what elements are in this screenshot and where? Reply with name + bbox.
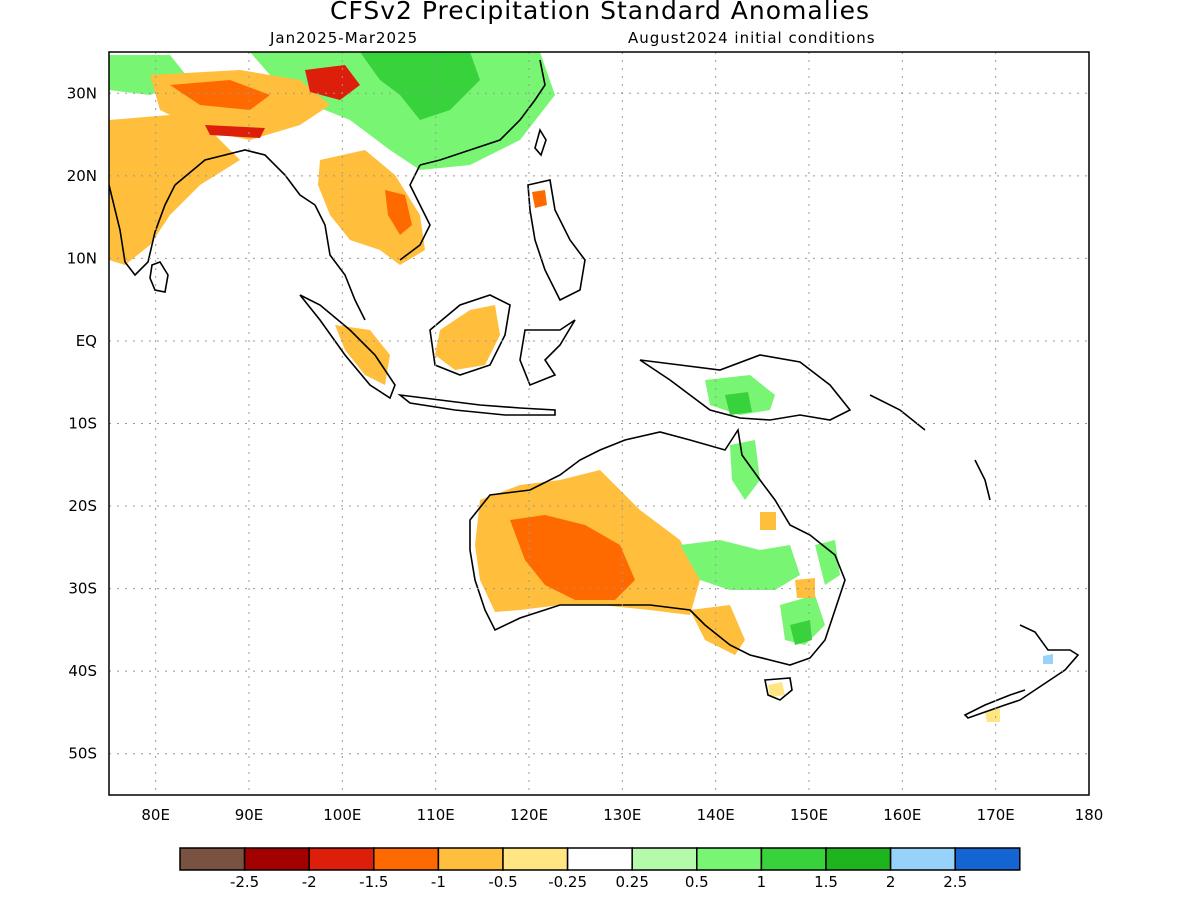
color-bar-swatch [243, 847, 310, 871]
lat-label: 30S [68, 580, 97, 598]
india-coast [109, 184, 176, 277]
color-bar-label: -2.5 [230, 873, 259, 891]
indochina-coast [314, 164, 431, 321]
color-bar-swatch [437, 847, 504, 871]
coastlines [109, 59, 1080, 719]
latitude-labels: 30N 20N 10N EQ 10S 20S 30S 40S 50S [67, 84, 97, 762]
lat-label: 40S [68, 662, 97, 680]
color-bar-swatch [373, 847, 440, 871]
lon-label: 110E [417, 806, 455, 824]
borneo-negative-anomaly [435, 305, 500, 370]
lat-label: 20S [68, 497, 97, 515]
lon-label: 140E [697, 806, 735, 824]
longitude-labels: 80E 90E 100E 110E 120E 130E 140E 150E 160E 170E 18… [141, 806, 1103, 824]
tasmania-negative-anomaly [768, 682, 785, 697]
color-bar-swatch [825, 847, 892, 871]
australia-coast [469, 427, 846, 666]
color-bar-label: 2.5 [943, 873, 967, 891]
qld-negative-spot [760, 512, 776, 530]
nz-positive-anomaly [1043, 654, 1053, 664]
lat-label: 10S [68, 415, 97, 433]
color-bar-swatch [566, 847, 633, 871]
tibet-strong-negative-anomaly [305, 65, 360, 100]
lon-label: 150E [790, 806, 828, 824]
sri-lanka-coast [149, 261, 169, 293]
australia-east-positive-anomaly [680, 540, 800, 590]
color-bar-labels: -2.5 -2 -1.5 -1 -0.5 -0.25 0.25 0.5 1 1.5 2 2.5 [230, 873, 967, 891]
color-bar-swatch [179, 847, 246, 871]
lon-label: 120E [510, 806, 548, 824]
east-coast-positive-anomaly [815, 540, 840, 585]
vietnam-strong-negative-anomaly [385, 190, 412, 235]
philippines-negative-anomaly [532, 190, 547, 208]
nz-north-coast [1019, 624, 1080, 701]
sulawesi-coast [519, 319, 576, 387]
china-coast [419, 59, 546, 166]
initial-conditions: August2024 initial conditions [628, 29, 876, 47]
color-bar-label: 0.25 [615, 873, 648, 891]
forecast-period: Jan2025-Mar2025 [270, 29, 419, 47]
color-bar-swatch [631, 847, 698, 871]
australia-southeast-negative-anomaly [690, 605, 745, 655]
lon-label: 130E [603, 806, 641, 824]
color-bar [179, 847, 1021, 871]
lat-label: 50S [68, 745, 97, 763]
color-bar-swatch [889, 847, 956, 871]
lat-label: 30N [67, 84, 97, 102]
lat-label: 20N [67, 167, 97, 185]
new-guinea-strong-positive-anomaly [725, 392, 752, 415]
tasmania-coast [764, 677, 793, 701]
lon-label: 80E [141, 806, 170, 824]
sumatra-negative-anomaly [335, 325, 390, 385]
solomon-coast [869, 394, 926, 431]
color-bar-swatch [760, 847, 827, 871]
lon-label: 90E [235, 806, 264, 824]
nz-south-coast [963, 689, 1026, 719]
lon-label: 170E [977, 806, 1015, 824]
india-negative-anomaly [109, 115, 240, 265]
color-bar-swatch [696, 847, 763, 871]
color-bar-label: 1.5 [814, 873, 838, 891]
color-bar-swatch [502, 847, 569, 871]
himalaya-red-band [205, 125, 265, 138]
nsw-positive-anomaly [780, 595, 825, 645]
color-bar-swatch [954, 847, 1021, 871]
nsw-strong-positive-anomaly [790, 620, 812, 645]
lon-label: 160E [883, 806, 921, 824]
java-coast [397, 393, 556, 416]
lat-label: EQ [76, 332, 97, 350]
color-bar-label: -1 [431, 873, 446, 891]
queensland-positive-anomaly [730, 440, 760, 500]
color-bar-label: -1.5 [359, 873, 388, 891]
color-bar-label: 0.5 [685, 873, 709, 891]
map-title: CFSv2 Precipitation Standard Anomalies [329, 0, 870, 25]
taiwan-coast [534, 127, 547, 157]
east-negative-spot [795, 578, 815, 598]
lat-label: 10N [67, 249, 97, 267]
australia-strong-negative-anomaly [510, 515, 635, 600]
color-bar-label: 1 [757, 873, 767, 891]
anomaly-shading [109, 52, 1053, 722]
philippines-coast [527, 179, 586, 302]
lon-label: 180 [1075, 806, 1104, 824]
lon-label: 100E [323, 806, 361, 824]
borneo-coast [429, 294, 511, 376]
color-bar-label: -0.5 [488, 873, 517, 891]
new-guinea-coast [639, 354, 852, 421]
china-strong-positive-anomaly [360, 52, 480, 120]
sumatra-coast [299, 294, 396, 400]
color-bar-label: 2 [886, 873, 896, 891]
vanuatu-coast [974, 459, 991, 501]
graticule [109, 52, 1089, 795]
color-bar-label: -2 [302, 873, 317, 891]
indochina-negative-anomaly [318, 150, 425, 265]
himalaya-strong-negative-anomaly [170, 80, 270, 110]
map-frame [108, 51, 1090, 796]
bay-of-bengal-coast [174, 149, 316, 206]
color-bar-label: -0.25 [548, 873, 587, 891]
color-bar-swatch [308, 847, 375, 871]
